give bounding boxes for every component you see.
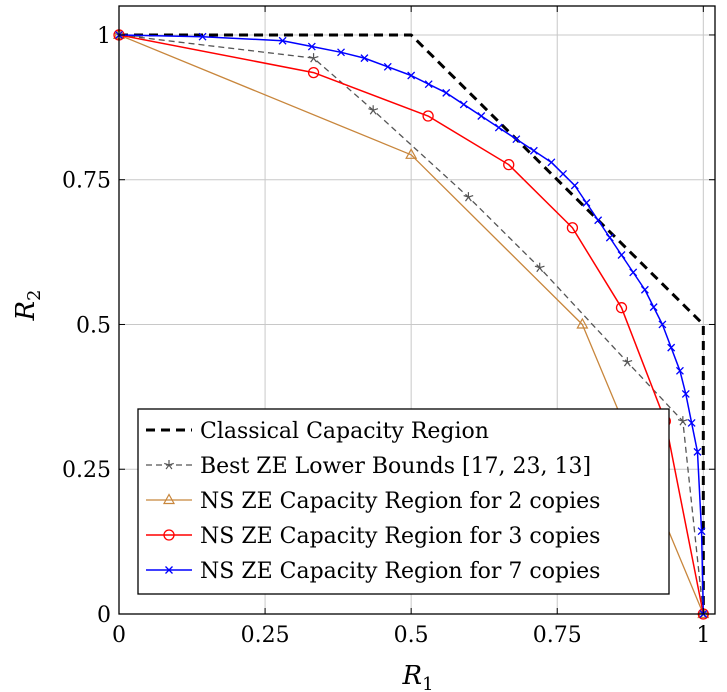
data-point (477, 112, 486, 120)
legend-entry: NS ZE Capacity Region for 7 copies (146, 559, 600, 584)
data-point (677, 416, 688, 426)
data-point (512, 135, 521, 144)
legend-entry: Best ZE Lower Bounds [17, 23, 13] (146, 454, 591, 479)
series-1 (119, 33, 705, 614)
x-axis-label-main: R (401, 661, 422, 691)
series-5 (115, 30, 708, 618)
x-axis-label-sub: 1 (422, 674, 433, 692)
data-point (360, 54, 369, 63)
y-tick-label: 1 (97, 24, 111, 49)
data-point (494, 123, 503, 132)
data-point (308, 53, 319, 63)
legend-label: NS ZE Capacity Region for 7 copies (200, 559, 600, 584)
x-tick-label: 0.75 (533, 623, 582, 648)
legend-entry: NS ZE Capacity Region for 3 copies (146, 524, 600, 549)
data-point (307, 66, 320, 79)
data-point (442, 88, 451, 97)
series-line (118, 34, 704, 615)
y-axis-label-main: R (11, 301, 41, 322)
data-point (649, 303, 658, 312)
legend-label: NS ZE Capacity Region for 2 copies (200, 489, 600, 514)
data-point (594, 216, 603, 225)
y-tick-label: 0.75 (62, 169, 111, 194)
data-point (422, 110, 434, 122)
data-point (617, 251, 626, 259)
data-point (658, 320, 667, 329)
data-point (566, 222, 579, 234)
legend-marker (165, 566, 173, 574)
y-tick-label: 0.25 (62, 458, 111, 483)
data-point (605, 233, 614, 242)
data-point (405, 148, 418, 159)
legend-marker (164, 460, 174, 470)
data-point (547, 158, 556, 167)
data-point (198, 32, 207, 41)
plot-frame (118, 5, 716, 615)
legend-label: NS ZE Capacity Region for 3 copies (200, 524, 600, 549)
legend-entry: NS ZE Capacity Region for 2 copies (146, 489, 600, 514)
x-axis-label: R1 (401, 661, 433, 692)
data-point (697, 607, 710, 619)
y-tick-label: 0 (97, 603, 111, 628)
data-point (368, 105, 379, 115)
y-axis-label-sub: 2 (24, 289, 45, 300)
legend: Classical Capacity Region Best ZE Lower B… (137, 408, 670, 595)
legend-box (137, 408, 670, 595)
data-point (307, 42, 316, 51)
series-layer (112, 28, 710, 620)
data-point (629, 268, 638, 277)
data-point (687, 418, 696, 427)
x-tick-label: 0.25 (241, 623, 290, 648)
legend-label: Best ZE Lower Bounds [17, 23, 13] (200, 454, 591, 479)
data-point (534, 262, 545, 273)
data-point (675, 366, 684, 375)
legend-marker (163, 529, 175, 541)
data-point (693, 447, 702, 456)
x-tick-label: 0 (112, 623, 126, 648)
series-line (119, 33, 705, 614)
data-point (559, 169, 568, 178)
data-point (503, 159, 515, 171)
data-point (582, 198, 591, 207)
x-tick-label: 1 (696, 623, 710, 648)
data-point (383, 62, 392, 71)
data-point (463, 192, 474, 202)
data-point (681, 390, 690, 398)
x-tick-label: 0.5 (394, 623, 429, 648)
y-tick-label: 0.5 (76, 313, 111, 338)
data-point (278, 36, 287, 45)
legend-marker (162, 493, 176, 505)
data-point (576, 317, 589, 329)
data-point (622, 357, 633, 367)
data-point (697, 527, 706, 536)
data-point (459, 100, 468, 109)
data-point (615, 302, 628, 314)
legend-entry: Classical Capacity Region (146, 419, 489, 444)
data-point (667, 343, 676, 352)
data-point (640, 285, 649, 294)
data-point (337, 48, 345, 57)
data-point (529, 146, 538, 155)
y-axis-label: R2 (11, 289, 45, 321)
legend-label: Classical Capacity Region (200, 419, 489, 444)
data-point (407, 71, 416, 80)
data-point (570, 181, 579, 190)
series-line (118, 34, 705, 615)
data-point (424, 80, 433, 89)
axis-ticks: 0 0.25 0.5 0.75 1 0 0.25 0.5 0.75 1 (62, 6, 715, 648)
